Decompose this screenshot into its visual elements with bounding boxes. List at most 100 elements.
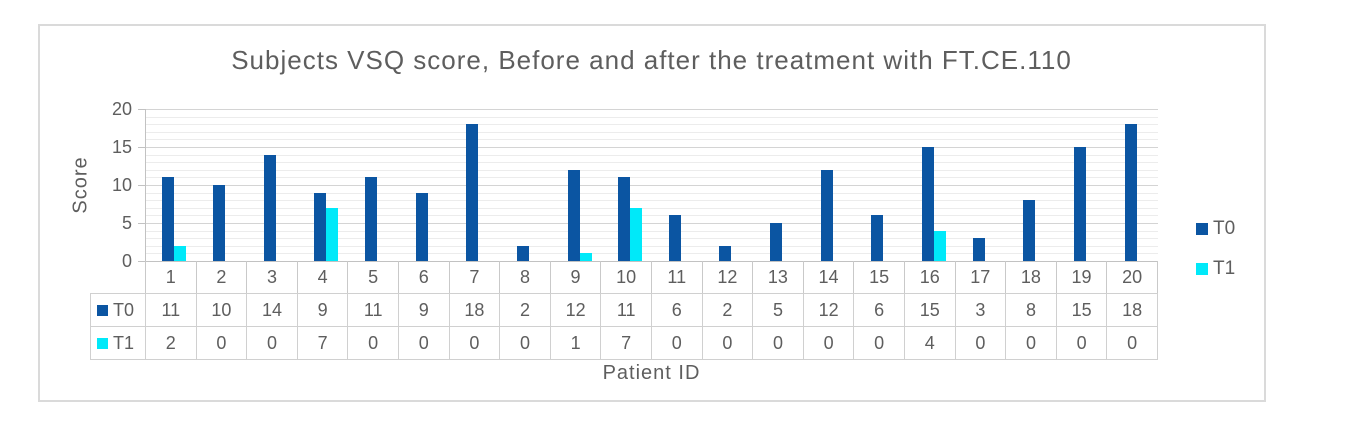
x-category-label-7: 7 [450,261,501,293]
x-category-label-10: 10 [601,261,652,293]
x-category-label-17: 17 [956,261,1007,293]
y-tick-label: 20 [111,99,132,119]
table-cell-t1-patient-8: 0 [500,327,551,360]
table-cell-t1-patient-19: 0 [1056,327,1108,360]
table-cell-t1-patient-17: 0 [955,327,1007,360]
x-category-label-15: 15 [854,261,905,293]
table-cell-t1-patient-12: 0 [702,327,754,360]
bar-t0-patient-14 [820,169,833,261]
bar-t0-patient-8 [516,245,529,261]
bar-t1-patient-10 [630,207,643,261]
gridline [146,192,1158,194]
table-cell-t1-patient-6: 0 [398,327,450,360]
table-cell-t0-patient-15: 6 [854,294,905,327]
y-axis-title: Score [69,156,92,214]
table-row-label: T0 [113,299,135,320]
table-cell-t1-patient-4: 7 [297,327,349,360]
gridline [146,109,1158,110]
x-category-label-8: 8 [500,261,551,293]
bar-t0-patient-10 [618,177,631,261]
table-cell-t0-patient-16: 15 [904,294,956,327]
gridline [146,177,1158,179]
table-cell-t1-patient-13: 0 [753,327,804,360]
t0-series-swatch [97,304,108,316]
gridline [146,147,1158,148]
chart-title: Subjects VSQ score, Before and after the… [231,45,1072,75]
x-category-label-19: 19 [1057,261,1108,293]
x-category-label-2: 2 [197,261,248,293]
table-cell-t1-patient-14: 0 [803,327,855,360]
bar-t1-patient-4 [326,207,339,261]
gridline [146,245,1158,247]
y-tick-mark [138,261,145,262]
table-cell-t0-patient-19: 15 [1056,294,1108,327]
gridline [146,124,1158,126]
table-cell-t0-patient-9: 12 [550,294,602,327]
t1-series-swatch [1196,263,1208,275]
table-cell-t0-patient-3: 14 [247,294,298,327]
bar-t0-patient-2 [212,185,225,261]
x-axis-title: Patient ID [602,362,701,384]
table-cell-t0-patient-4: 9 [297,294,349,327]
x-category-label-5: 5 [348,261,399,293]
table-cell-t0-patient-18: 8 [1006,294,1057,327]
bar-t0-patient-18 [1023,200,1036,261]
bar-t0-patient-11 [668,215,681,261]
bar-t1-patient-9 [579,253,592,261]
x-category-label-13: 13 [753,261,804,293]
legend: T0 T1 [1196,217,1235,297]
t0-series-swatch [1196,223,1208,235]
legend-label-t0: T0 [1213,218,1236,239]
legend-item-t0: T0 [1196,217,1235,241]
table-cell-t1-patient-1: 2 [146,327,197,360]
gridline [146,207,1158,209]
table-cell-t1-patient-9: 1 [550,327,602,360]
table-cell-t0-patient-10: 11 [601,294,652,327]
data-table: T0 11 10 14 9 11 9 18 2 12 11 6 2 5 12 6 15 3 8 15 18 T1 2 0 0 7 0… [90,293,1158,360]
bar-t0-patient-17 [972,238,985,261]
table-cell-t0-patient-12: 2 [702,294,754,327]
y-tick-label: 5 [121,213,132,233]
gridline [146,139,1158,141]
table-cell-t1-patient-15: 0 [854,327,905,360]
gridline [146,154,1158,156]
gridline [146,230,1158,232]
table-cell-t1-patient-20: 0 [1107,327,1158,360]
y-tick-label: 15 [111,137,132,157]
table-cell-t0-patient-7: 18 [449,294,501,327]
gridline [146,253,1158,255]
table-cell-t1-patient-3: 0 [247,327,298,360]
table-cell-t1-patient-5: 0 [348,327,399,360]
table-cell-t0-patient-11: 6 [651,294,703,327]
y-tick-label: 10 [111,175,132,195]
table-cell-t0-patient-14: 12 [803,294,855,327]
table-cell-t0-patient-5: 11 [348,294,399,327]
bar-t0-patient-19 [1074,147,1087,261]
table-cell-t0-patient-13: 5 [753,294,804,327]
table-cell-t0-patient-6: 9 [398,294,450,327]
y-tick-mark [138,147,145,148]
table-cell-t1-patient-11: 0 [651,327,703,360]
gridline [146,162,1158,164]
table-cell-t1-patient-7: 0 [449,327,501,360]
table-cell-t1-patient-10: 7 [601,327,652,360]
gridline [146,215,1158,217]
x-category-label-1: 1 [146,261,197,293]
gridline [146,200,1158,202]
bar-t0-patient-13 [770,223,783,261]
t1-series-swatch [97,337,108,349]
x-category-label-6: 6 [399,261,450,293]
bar-t0-patient-16 [922,147,935,261]
gridline [146,131,1158,133]
gridline [146,116,1158,118]
x-category-label-14: 14 [804,261,855,293]
table-cell-t1-patient-16: 4 [904,327,956,360]
x-category-label-4: 4 [298,261,349,293]
bar-t1-patient-1 [174,245,187,261]
bar-t0-patient-12 [719,245,732,261]
table-cell-t0-patient-17: 3 [955,294,1007,327]
legend-item-t1: T1 [1196,257,1235,281]
table-row-header-t1: T1 [91,327,146,360]
x-category-label-11: 11 [652,261,703,293]
